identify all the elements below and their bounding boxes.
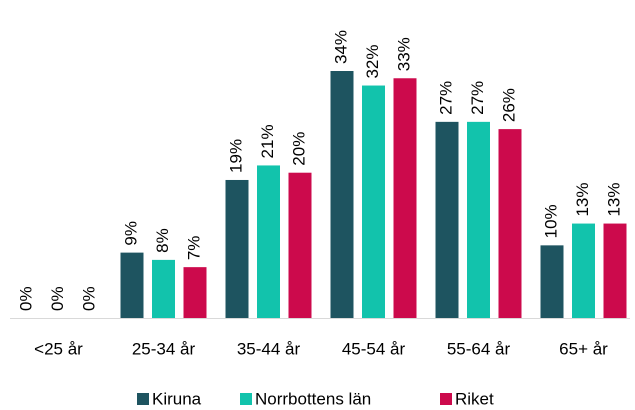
x-tick-label: 35-44 år: [237, 339, 301, 358]
bar: [257, 165, 280, 318]
x-tick-label: <25 år: [34, 339, 83, 358]
bar: [120, 252, 144, 318]
legend-label: Riket: [455, 389, 494, 408]
data-label: 13%: [573, 183, 592, 217]
bar: [435, 121, 459, 319]
data-label: 27%: [436, 81, 455, 115]
x-tick-label: 45-54 år: [342, 339, 406, 358]
data-label: 21%: [258, 124, 277, 158]
bar: [362, 85, 385, 318]
data-label: 8%: [153, 228, 172, 253]
data-label: 34%: [331, 30, 350, 64]
data-label: 7%: [184, 236, 203, 261]
bar: [183, 267, 207, 318]
legend-swatch: [440, 393, 452, 405]
data-label: 13%: [604, 183, 623, 217]
data-label: 10%: [541, 204, 560, 238]
data-label: 19%: [226, 139, 245, 173]
data-label: 0%: [16, 286, 35, 311]
data-label: 33%: [394, 37, 413, 71]
data-label: 32%: [363, 44, 382, 78]
bar: [330, 71, 354, 318]
data-label: 27%: [468, 81, 487, 115]
x-tick-label: 55-64 år: [447, 339, 511, 358]
data-label: 26%: [499, 88, 518, 122]
bar: [393, 78, 417, 318]
legend-label: Kiruna: [152, 389, 202, 408]
bar: [540, 245, 564, 318]
bar: [572, 223, 595, 318]
legend-swatch: [137, 393, 149, 405]
bar: [603, 223, 627, 318]
data-label: 20%: [289, 132, 308, 166]
bar: [152, 259, 175, 318]
legend-label: Norrbottens län: [255, 389, 371, 408]
bar: [498, 129, 522, 318]
legend-swatch: [240, 393, 252, 405]
bar: [288, 172, 312, 318]
x-tick-label: 65+ år: [559, 339, 608, 358]
x-tick-label: 25-34 år: [132, 339, 196, 358]
bar: [225, 179, 249, 318]
data-label: 0%: [79, 286, 98, 311]
data-label: 0%: [48, 286, 67, 311]
bar: [467, 121, 490, 319]
data-label: 9%: [121, 221, 140, 246]
